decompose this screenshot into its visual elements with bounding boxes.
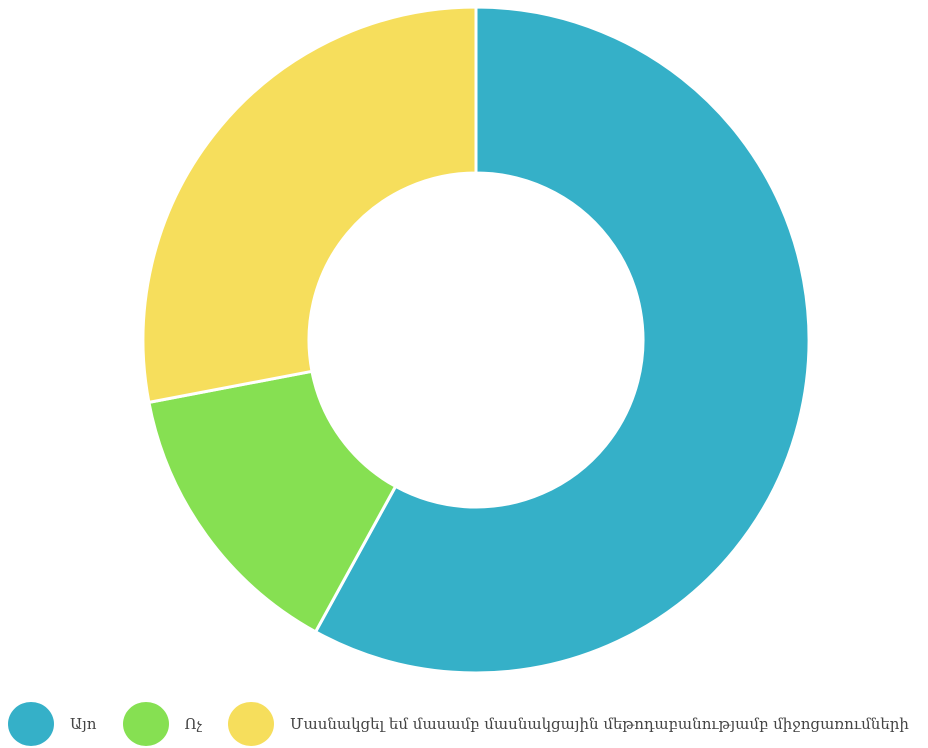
legend-label-partially: Մասնակցել եմ մասամբ մասնակցային մեթոդաբա… [290,714,909,733]
legend-item-no[interactable]: Ոչ [122,702,202,746]
legend-item-partially[interactable]: Մասնակցել եմ մասամբ մասնակցային մեթոդաբա… [228,702,909,746]
donut-slice-yes[interactable] [314,5,811,675]
legend-label-no: Ոչ [184,714,202,733]
legend-swatch-yes [8,702,54,746]
legend-swatch-partially [228,702,274,746]
donut-slice-no[interactable] [147,369,398,634]
chart-legend: Այո Ոչ Մասնակցել եմ մասամբ մասնակցային մ… [8,701,909,747]
donut-chart [141,5,811,675]
legend-item-yes[interactable]: Այո [8,702,97,746]
legend-label-yes: Այո [70,714,97,733]
legend-swatch-no [122,702,169,746]
donut-slice-partially[interactable] [141,5,478,404]
